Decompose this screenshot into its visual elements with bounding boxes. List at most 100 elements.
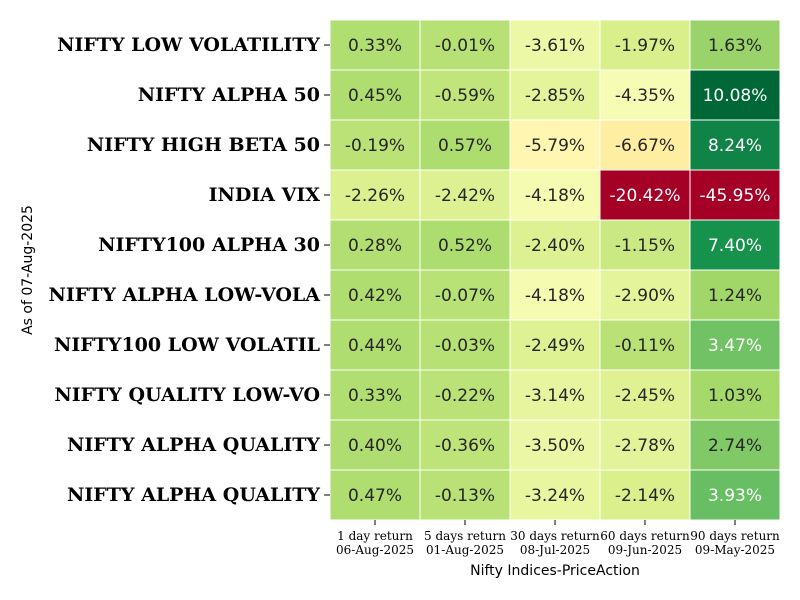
cell-value-label: -5.79%	[525, 136, 585, 156]
cell-value-label: 0.47%	[348, 486, 402, 506]
heatmap-cell	[599, 169, 691, 221]
cell-value-label: -0.36%	[435, 436, 495, 456]
heatmap-cell	[599, 369, 691, 421]
cell-value-label: -2.85%	[525, 86, 585, 106]
cell-value-label: -2.90%	[615, 286, 675, 306]
cell-value-label: -2.40%	[525, 236, 585, 256]
cell-value-label: -1.97%	[615, 36, 675, 56]
heatmap-cell	[509, 169, 601, 221]
heatmap-cell	[509, 69, 601, 121]
heatmap-cell	[689, 219, 781, 271]
cell-value-label: -4.18%	[525, 286, 585, 306]
cell-value-label: -2.26%	[345, 186, 405, 206]
cell-value-label: 1.03%	[708, 386, 762, 406]
cell-value-label: 7.40%	[708, 236, 762, 256]
cell-value-label: 0.42%	[348, 286, 402, 306]
column-label: 90 days return 09-May-2025	[690, 529, 780, 557]
heatmap-cell	[329, 369, 421, 421]
heatmap-cell	[419, 269, 511, 321]
cell-value-label: 0.40%	[348, 436, 402, 456]
heatmap-cell	[419, 469, 511, 521]
heatmap-cell	[509, 419, 601, 471]
row-label: NIFTY100 LOW VOLATIL	[54, 334, 320, 356]
cell-value-label: 10.08%	[703, 86, 768, 106]
heatmap-cell	[419, 219, 511, 271]
cell-value-label: 0.28%	[348, 236, 402, 256]
column-label: 30 days return 08-Jul-2025	[510, 529, 600, 557]
column-label-date: 09-May-2025	[695, 543, 775, 557]
heatmap-cell	[329, 469, 421, 521]
row-label: NIFTY ALPHA QUALITY	[67, 484, 320, 506]
column-label-period: 90 days return	[690, 529, 780, 543]
heatmap-cell	[509, 469, 601, 521]
cell-value-label: -0.19%	[345, 136, 405, 156]
cell-value-label: 2.74%	[708, 436, 762, 456]
cell-value-label: -3.14%	[525, 386, 585, 406]
cell-value-label: -2.45%	[615, 386, 675, 406]
cell-value-label: -0.03%	[435, 336, 495, 356]
heatmap-cell	[689, 119, 781, 171]
cell-value-label: -4.18%	[525, 186, 585, 206]
cell-value-label: 1.24%	[708, 286, 762, 306]
cell-value-label: -0.07%	[435, 286, 495, 306]
cell-value-label: -2.49%	[525, 336, 585, 356]
y-axis-title: As of 07-Aug-2025	[20, 205, 36, 335]
heatmap-cell	[419, 19, 511, 71]
column-label-period: 30 days return	[510, 529, 600, 543]
cell-value-label: -0.59%	[435, 86, 495, 106]
cell-value-label: 0.52%	[438, 236, 492, 256]
cell-value-label: 0.57%	[438, 136, 492, 156]
cell-value-label: -3.61%	[525, 36, 585, 56]
heatmap-cell	[599, 19, 691, 71]
heatmap-cell	[419, 369, 511, 421]
heatmap-cell	[599, 469, 691, 521]
heatmap-cell	[599, 119, 691, 171]
cell-value-label: -3.50%	[525, 436, 585, 456]
cell-value-label: -3.24%	[525, 486, 585, 506]
column-label: 1 day return 06-Aug-2025	[336, 529, 414, 557]
cell-value-label: -0.22%	[435, 386, 495, 406]
cell-value-label: -45.95%	[700, 186, 771, 206]
row-label: NIFTY LOW VOLATILITY	[57, 34, 320, 56]
heatmap-cell	[419, 419, 511, 471]
heatmap-cell	[509, 369, 601, 421]
cell-value-label: -2.14%	[615, 486, 675, 506]
heatmap-cell	[689, 369, 781, 421]
cell-value-label: -4.35%	[615, 86, 675, 106]
cell-value-label: 3.47%	[708, 336, 762, 356]
row-label: NIFTY HIGH BETA 50	[87, 134, 320, 156]
heatmap-cell	[689, 419, 781, 471]
row-label: NIFTY ALPHA 50	[138, 84, 320, 106]
column-labels: 1 day return 06-Aug-2025 5 days return 01-A…	[336, 520, 780, 557]
cell-value-label: 0.44%	[348, 336, 402, 356]
column-label-date: 06-Aug-2025	[336, 543, 414, 557]
row-label: INDIA VIX	[209, 184, 321, 206]
heatmap-cells: 0.33% -0.01% -3.61% -1.97% 1.63% 0.45% -0.59% -…	[329, 19, 781, 521]
heatmap-cell	[689, 269, 781, 321]
row-label: NIFTY100 ALPHA 30	[98, 234, 320, 256]
cell-value-label: 3.93%	[708, 486, 762, 506]
heatmap-cell	[689, 469, 781, 521]
row-label: NIFTY ALPHA QUALITY	[67, 434, 320, 456]
heatmap-cell	[689, 169, 781, 221]
heatmap-cell	[329, 319, 421, 371]
cell-value-label: -2.78%	[615, 436, 675, 456]
row-labels: NIFTY LOW VOLATILITY NIFTY ALPHA 50 NIFTY …	[48, 34, 330, 506]
cell-value-label: 0.45%	[348, 86, 402, 106]
heatmap-cell	[599, 269, 691, 321]
cell-value-label: -2.42%	[435, 186, 495, 206]
cell-value-label: 8.24%	[708, 136, 762, 156]
cell-value-label: 0.33%	[348, 36, 402, 56]
heatmap-cell	[509, 269, 601, 321]
heatmap-cell	[419, 119, 511, 171]
cell-value-label: -6.67%	[615, 136, 675, 156]
cell-value-label: -20.42%	[610, 186, 681, 206]
heatmap-cell	[509, 19, 601, 71]
column-label-date: 01-Aug-2025	[426, 543, 504, 557]
column-label-period: 5 days return	[424, 529, 506, 543]
cell-value-label: -0.01%	[435, 36, 495, 56]
heatmap-cell	[689, 69, 781, 121]
column-label-period: 1 day return	[337, 529, 413, 543]
column-label: 5 days return 01-Aug-2025	[424, 529, 506, 557]
heatmap-cell	[329, 219, 421, 271]
